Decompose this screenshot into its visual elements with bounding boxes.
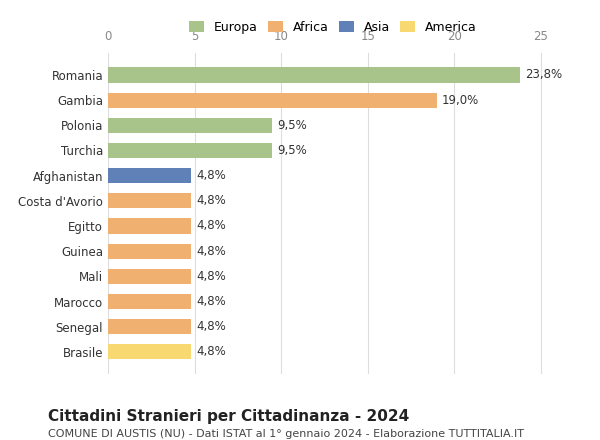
Bar xyxy=(108,294,191,309)
Bar xyxy=(108,67,520,83)
Bar xyxy=(108,92,437,108)
Bar xyxy=(108,168,191,183)
Text: 4,8%: 4,8% xyxy=(196,194,226,207)
Text: 9,5%: 9,5% xyxy=(278,119,307,132)
Bar xyxy=(108,118,272,133)
Bar xyxy=(108,218,191,234)
Text: 4,8%: 4,8% xyxy=(196,245,226,258)
Text: 4,8%: 4,8% xyxy=(196,295,226,308)
Legend: Europa, Africa, Asia, America: Europa, Africa, Asia, America xyxy=(185,17,481,38)
Bar xyxy=(108,193,191,209)
Text: 23,8%: 23,8% xyxy=(525,69,562,81)
Text: COMUNE DI AUSTIS (NU) - Dati ISTAT al 1° gennaio 2024 - Elaborazione TUTTITALIA.: COMUNE DI AUSTIS (NU) - Dati ISTAT al 1°… xyxy=(48,429,524,439)
Text: 4,8%: 4,8% xyxy=(196,345,226,358)
Bar xyxy=(108,143,272,158)
Bar xyxy=(108,319,191,334)
Bar xyxy=(108,344,191,359)
Text: 19,0%: 19,0% xyxy=(442,94,479,106)
Text: 4,8%: 4,8% xyxy=(196,169,226,182)
Text: Cittadini Stranieri per Cittadinanza - 2024: Cittadini Stranieri per Cittadinanza - 2… xyxy=(48,409,409,424)
Bar xyxy=(108,244,191,259)
Bar xyxy=(108,269,191,284)
Text: 9,5%: 9,5% xyxy=(278,144,307,157)
Text: 4,8%: 4,8% xyxy=(196,270,226,283)
Text: 4,8%: 4,8% xyxy=(196,320,226,333)
Text: 4,8%: 4,8% xyxy=(196,220,226,232)
